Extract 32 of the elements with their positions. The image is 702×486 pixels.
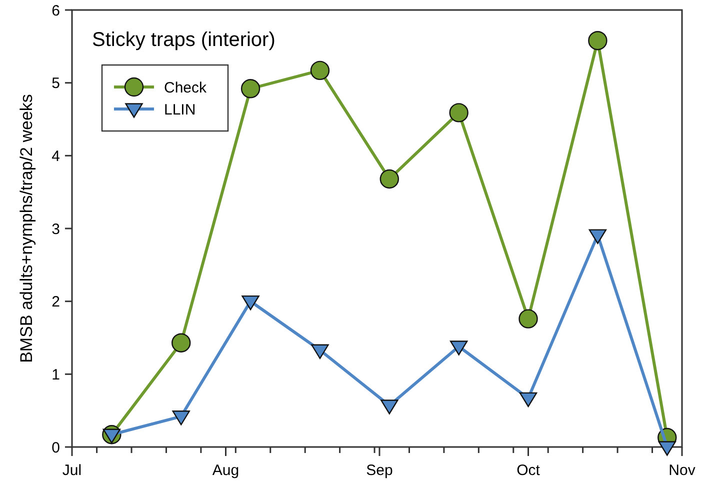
point <box>311 344 329 359</box>
point <box>588 229 607 244</box>
y-tick-label: 0 <box>52 439 60 456</box>
point <box>172 410 190 426</box>
y-axis-title: BMSB adults+nymphs/trap/2 weeks <box>17 94 36 363</box>
x-tick-label: Jul <box>62 462 82 479</box>
y-tick-label: 1 <box>52 366 60 384</box>
point <box>449 103 468 122</box>
x-tick-label: Nov <box>668 462 696 479</box>
legend-label: Check <box>164 79 208 96</box>
text: Sticky traps (interior) <box>92 29 276 51</box>
y-tick-label: 4 <box>52 148 60 165</box>
point <box>450 340 468 356</box>
y-tick-label: 3 <box>52 220 60 238</box>
point <box>518 309 538 328</box>
x-tick-label: Sep <box>366 462 393 479</box>
y-tick-label: 6 <box>52 2 60 20</box>
point <box>102 428 121 444</box>
point <box>310 60 330 80</box>
point <box>242 295 260 310</box>
point <box>380 169 399 189</box>
x-tick-label: Oct <box>516 462 541 479</box>
point <box>240 79 260 98</box>
point <box>519 392 538 408</box>
legend-label: LLIN <box>164 101 196 118</box>
point <box>658 441 676 456</box>
point <box>172 333 191 352</box>
point <box>588 30 608 50</box>
point <box>380 400 398 414</box>
x-tick-label: Aug <box>212 462 240 479</box>
y-tick-label: 5 <box>52 75 60 92</box>
y-tick-label: 2 <box>52 294 60 311</box>
